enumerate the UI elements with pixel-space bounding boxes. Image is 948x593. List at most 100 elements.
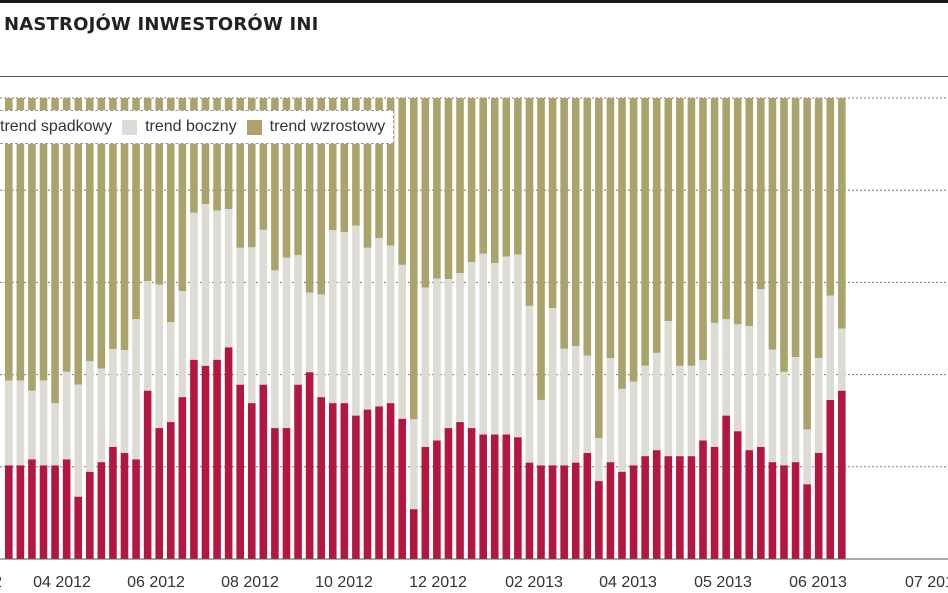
bar-trend-boczny — [178, 291, 187, 398]
bar-trend-boczny — [39, 380, 48, 466]
bar-trend-spadkowy — [791, 462, 800, 559]
legend-item-trend-boczny: trend boczny — [122, 118, 237, 136]
bar-trend-wzrostowy — [444, 98, 453, 280]
bar-trend-wzrostowy — [791, 98, 800, 358]
bar-trend-boczny — [398, 264, 406, 419]
bar-trend-boczny — [525, 305, 534, 463]
bar-trend-wzrostowy — [166, 98, 175, 323]
bar-trend-boczny — [294, 255, 302, 385]
bar-trend-wzrostowy — [687, 98, 696, 366]
bar-trend-spadkowy — [155, 428, 164, 559]
bar-trend-spadkowy — [525, 462, 534, 559]
bar-trend-wzrostowy — [676, 98, 684, 366]
bar-trend-spadkowy — [28, 459, 36, 559]
bar-trend-wzrostowy — [629, 98, 638, 382]
bar-trend-spadkowy — [328, 403, 337, 559]
bar-trend-wzrostowy — [421, 98, 430, 288]
bar-trend-wzrostowy — [340, 98, 349, 233]
bar-trend-spadkowy — [768, 462, 777, 559]
bar-trend-boczny — [745, 326, 754, 451]
legend-swatch-trend-boczny — [122, 119, 138, 135]
bar-trend-boczny — [363, 247, 372, 410]
bar-trend-wzrostowy — [97, 98, 106, 369]
legend-label-trend-boczny: trend boczny — [145, 118, 237, 135]
bar-trend-spadkowy — [490, 434, 499, 559]
bar-trend-boczny — [282, 257, 291, 429]
bar-trend-wzrostowy — [62, 98, 71, 372]
bar-trend-wzrostowy — [664, 98, 673, 322]
bar-trend-boczny — [340, 232, 349, 404]
x-tick-label: 08 2012 — [221, 574, 279, 591]
x-tick-label: 06 2013 — [789, 574, 847, 591]
bar-trend-wzrostowy — [155, 98, 164, 285]
bar-trend-wzrostowy — [305, 98, 314, 293]
bar-trend-spadkowy — [548, 465, 557, 559]
bar-trend-spadkowy — [62, 459, 71, 559]
bar-trend-boczny — [109, 349, 117, 447]
bar-trend-spadkowy — [676, 456, 684, 559]
bar-trend-wzrostowy — [699, 98, 707, 361]
x-tick-label: 06 2012 — [127, 574, 185, 591]
bar-trend-spadkowy — [433, 440, 441, 559]
bar-trend-spadkowy — [780, 465, 788, 559]
bar-trend-boczny — [317, 294, 325, 398]
bar-trend-wzrostowy — [51, 98, 59, 404]
bar-trend-spadkowy — [629, 465, 638, 559]
bar-trend-spadkowy — [317, 397, 325, 559]
bar-trend-wzrostowy — [745, 98, 754, 327]
top-rule — [0, 0, 948, 3]
bar-trend-boczny — [676, 365, 684, 457]
bar-trend-wzrostowy — [571, 98, 580, 347]
bar-trend-boczny — [838, 328, 846, 391]
bar-trend-spadkowy — [213, 359, 221, 559]
bar-trend-boczny — [814, 358, 823, 453]
x-tick-label: 2 — [0, 574, 2, 591]
bar-trend-spadkowy — [85, 471, 94, 559]
bar-trend-wzrostowy — [352, 98, 360, 226]
bar-trend-wzrostowy — [294, 98, 302, 256]
bar-trend-boczny — [687, 365, 696, 457]
bar-trend-spadkowy — [838, 390, 846, 559]
bar-trend-boczny — [537, 399, 545, 466]
bar-trend-boczny — [606, 358, 615, 463]
bar-trend-boczny — [560, 348, 568, 466]
bar-trend-spadkowy — [363, 409, 372, 559]
bar-trend-wzrostowy — [780, 98, 788, 372]
bar-trend-boczny — [456, 273, 464, 423]
bar-trend-spadkowy — [282, 428, 291, 559]
bar-trend-spadkowy — [560, 465, 568, 559]
bar-trend-boczny — [120, 350, 129, 453]
bar-trend-wzrostowy — [271, 98, 279, 271]
bar-trend-wzrostowy — [641, 98, 649, 366]
bar-trend-wzrostowy — [282, 98, 291, 258]
bar-trend-spadkowy — [687, 456, 696, 559]
bar-trend-wzrostowy — [618, 98, 626, 389]
bar-trend-wzrostowy — [803, 98, 811, 430]
legend-swatch-trend-wzrostowy — [246, 119, 262, 135]
bar-trend-spadkowy — [5, 465, 13, 559]
bar-trend-wzrostowy — [5, 98, 13, 381]
bar-trend-boczny — [409, 419, 418, 510]
bar-trend-spadkowy — [74, 496, 83, 559]
bar-trend-spadkowy — [664, 456, 673, 559]
bar-trend-wzrostowy — [652, 98, 661, 353]
legend-item-trend-spadkowy: trend spadkowy — [0, 118, 112, 136]
bar-trend-boczny — [259, 229, 268, 385]
bar-trend-spadkowy — [16, 465, 25, 559]
bar-trend-spadkowy — [340, 403, 349, 559]
bar-trend-boczny — [5, 380, 13, 466]
bar-trend-wzrostowy — [409, 98, 418, 420]
bar-trend-spadkowy — [456, 422, 464, 559]
bar-trend-spadkowy — [201, 365, 210, 559]
bar-trend-wzrostowy — [456, 98, 464, 274]
bar-trend-boczny — [490, 263, 499, 435]
bar-trend-wzrostowy — [386, 98, 395, 246]
bar-trend-boczny — [16, 380, 25, 466]
bar-trend-boczny — [652, 352, 661, 451]
bar-trend-boczny — [502, 256, 511, 435]
bar-trend-wzrostowy — [583, 98, 592, 356]
x-tick-label: 12 2012 — [409, 574, 467, 591]
bar-trend-wzrostowy — [560, 98, 568, 349]
bar-trend-spadkowy — [733, 431, 742, 559]
bar-trend-spadkowy — [178, 397, 187, 559]
